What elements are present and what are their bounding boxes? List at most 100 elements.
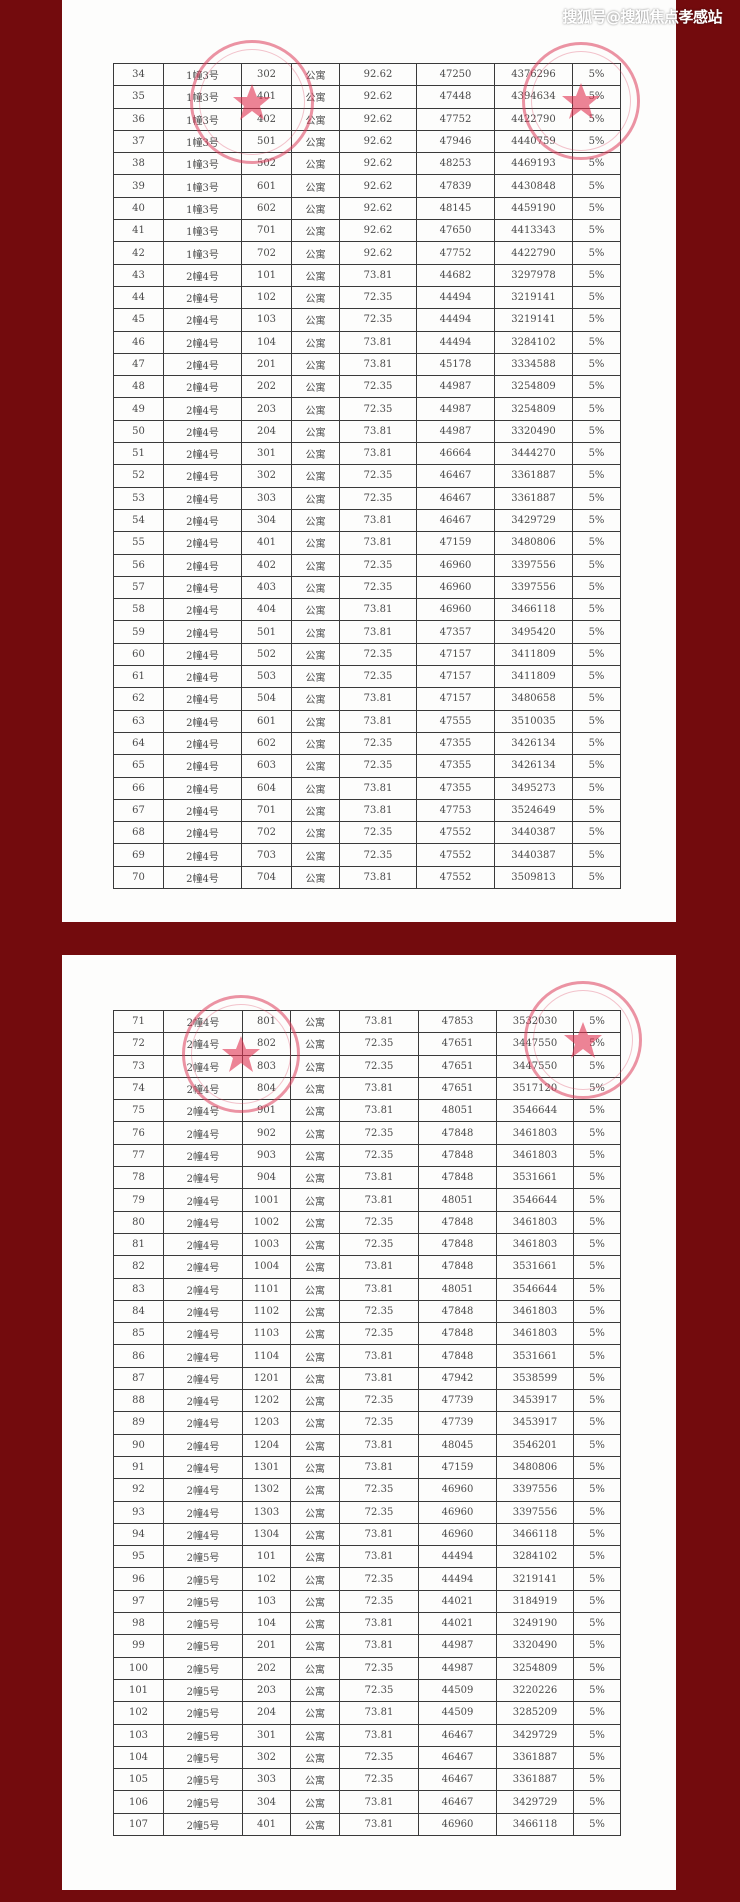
row-number-cell: 66 — [113, 776, 164, 800]
table-row: 73 2幢4号 803 公寓 72.35 47651 3447550 5% — [113, 1054, 621, 1078]
table-row: 41 1幢3号 701 公寓 92.62 47650 4413343 5% — [113, 219, 621, 243]
area-cell: 73.81 — [339, 419, 417, 444]
row-number-cell: 50 — [113, 419, 164, 444]
unit-type-cell: 公寓 — [290, 1166, 340, 1190]
building-cell: 2幢4号 — [163, 1121, 243, 1145]
area-cell: 73.81 — [339, 1790, 419, 1814]
total-price-cell: 4422790 — [494, 241, 573, 265]
row-number-cell: 37 — [113, 129, 164, 154]
unit-type-cell: 公寓 — [290, 1255, 340, 1279]
unit-type-cell: 公寓 — [291, 241, 340, 265]
room-number-cell: 203 — [242, 1678, 291, 1703]
room-number-cell: 402 — [241, 107, 292, 131]
row-number-cell: 62 — [113, 687, 164, 711]
row-number-cell: 42 — [113, 241, 164, 265]
table-row: 102 2幢5号 204 公寓 73.81 44509 3285209 5% — [113, 1701, 621, 1725]
unit-type-cell: 公寓 — [290, 1812, 340, 1836]
building-cell: 2幢4号 — [163, 1232, 243, 1257]
room-number-cell: 103 — [241, 308, 292, 332]
total-price-cell: 4394634 — [494, 85, 573, 109]
unit-type-cell: 公寓 — [290, 1121, 340, 1145]
table-row: 44 2幢4号 102 公寓 72.35 44494 3219141 5% — [113, 285, 621, 310]
unit-price-cell: 44987 — [416, 375, 495, 399]
total-price-cell: 3184919 — [496, 1589, 574, 1614]
area-cell: 73.81 — [339, 598, 417, 622]
unit-price-cell: 47552 — [416, 821, 495, 845]
unit-type-cell: 公寓 — [291, 843, 340, 867]
table-row: 99 2幢5号 201 公寓 73.81 44987 3320490 5% — [113, 1634, 621, 1658]
area-cell: 72.35 — [339, 1389, 419, 1413]
total-price-cell: 3361887 — [496, 1768, 574, 1792]
row-number-cell: 104 — [113, 1745, 164, 1770]
building-cell: 2幢4号 — [163, 1455, 243, 1480]
table-row: 87 2幢4号 1201 公寓 73.81 47942 3538599 5% — [113, 1366, 621, 1391]
area-cell: 72.35 — [339, 1411, 419, 1435]
unit-type-cell: 公寓 — [291, 129, 340, 154]
area-cell: 72.35 — [339, 1745, 419, 1770]
area-cell: 73.81 — [339, 1701, 419, 1725]
rate-cell: 5% — [572, 152, 621, 176]
row-number-cell: 106 — [113, 1790, 164, 1814]
document-page-2: 71 2幢4号 801 公寓 73.81 47853 3532030 5% 72 2幢4号 802 公… — [62, 955, 676, 1890]
room-number-cell: 1101 — [242, 1277, 291, 1301]
table-row: 78 2幢4号 904 公寓 73.81 47848 3531661 5% — [113, 1166, 621, 1190]
table-row: 38 1幢3号 502 公寓 92.62 48253 4469193 5% — [113, 152, 621, 176]
building-cell: 2幢4号 — [163, 776, 242, 800]
row-number-cell: 63 — [113, 709, 164, 733]
area-cell: 73.81 — [339, 687, 417, 711]
area-cell: 73.81 — [339, 1255, 419, 1279]
building-cell: 2幢4号 — [163, 1188, 243, 1212]
area-cell: 92.62 — [339, 241, 417, 265]
unit-type-cell: 公寓 — [291, 731, 340, 756]
unit-price-cell: 44494 — [416, 285, 495, 310]
building-cell: 2幢5号 — [163, 1634, 243, 1658]
total-price-cell: 3411809 — [494, 665, 573, 689]
building-cell: 2幢4号 — [163, 1322, 243, 1346]
unit-type-cell: 公寓 — [290, 1545, 340, 1569]
area-cell: 72.35 — [339, 1656, 419, 1680]
table-row: 52 2幢4号 302 公寓 72.35 46467 3361887 5% — [113, 464, 621, 488]
rate-cell: 5% — [573, 1143, 621, 1168]
area-cell: 72.35 — [339, 464, 417, 488]
rate-cell: 5% — [573, 1634, 621, 1658]
area-cell: 72.35 — [339, 821, 417, 845]
area-cell: 73.81 — [339, 531, 417, 555]
unit-type-cell: 公寓 — [291, 620, 340, 644]
unit-price-cell: 46664 — [416, 442, 495, 466]
unit-type-cell: 公寓 — [290, 1188, 340, 1212]
unit-price-cell: 46960 — [418, 1478, 497, 1502]
unit-type-cell: 公寓 — [290, 1768, 340, 1792]
building-cell: 2幢4号 — [163, 1411, 243, 1435]
row-number-cell: 80 — [113, 1210, 164, 1234]
total-price-cell: 3320490 — [494, 419, 573, 444]
area-cell: 72.35 — [339, 843, 417, 867]
unit-type-cell: 公寓 — [291, 263, 340, 287]
rate-cell: 5% — [572, 129, 621, 154]
table-row: 68 2幢4号 702 公寓 72.35 47552 3440387 5% — [113, 821, 621, 845]
unit-price-cell: 47848 — [418, 1344, 497, 1368]
building-cell: 1幢3号 — [163, 219, 242, 243]
area-cell: 73.81 — [339, 1634, 419, 1658]
table-row: 81 2幢4号 1003 公寓 72.35 47848 3461803 5% — [113, 1232, 621, 1257]
total-price-cell: 3361887 — [494, 464, 573, 488]
rate-cell: 5% — [573, 1411, 621, 1435]
unit-price-cell: 47853 — [418, 1009, 497, 1034]
building-cell: 2幢4号 — [163, 464, 242, 488]
table-row: 56 2幢4号 402 公寓 72.35 46960 3397556 5% — [113, 553, 621, 577]
rate-cell: 5% — [573, 1255, 621, 1279]
rate-cell: 5% — [573, 1812, 621, 1836]
rate-cell: 5% — [573, 1545, 621, 1569]
rate-cell: 5% — [573, 1322, 621, 1346]
unit-type-cell: 公寓 — [291, 330, 340, 354]
unit-price-cell: 46467 — [418, 1745, 497, 1770]
table-row: 62 2幢4号 504 公寓 73.81 47157 3480658 5% — [113, 687, 621, 711]
rate-cell: 5% — [573, 1210, 621, 1234]
room-number-cell: 902 — [242, 1121, 291, 1145]
row-number-cell: 52 — [113, 464, 164, 488]
room-number-cell: 701 — [241, 798, 292, 823]
rate-cell: 5% — [573, 1455, 621, 1480]
row-number-cell: 105 — [113, 1768, 164, 1792]
total-price-cell: 3254809 — [494, 397, 573, 421]
unit-price-cell: 44509 — [418, 1701, 497, 1725]
table-row: 37 1幢3号 501 公寓 92.62 47946 4440759 5% — [113, 129, 621, 154]
